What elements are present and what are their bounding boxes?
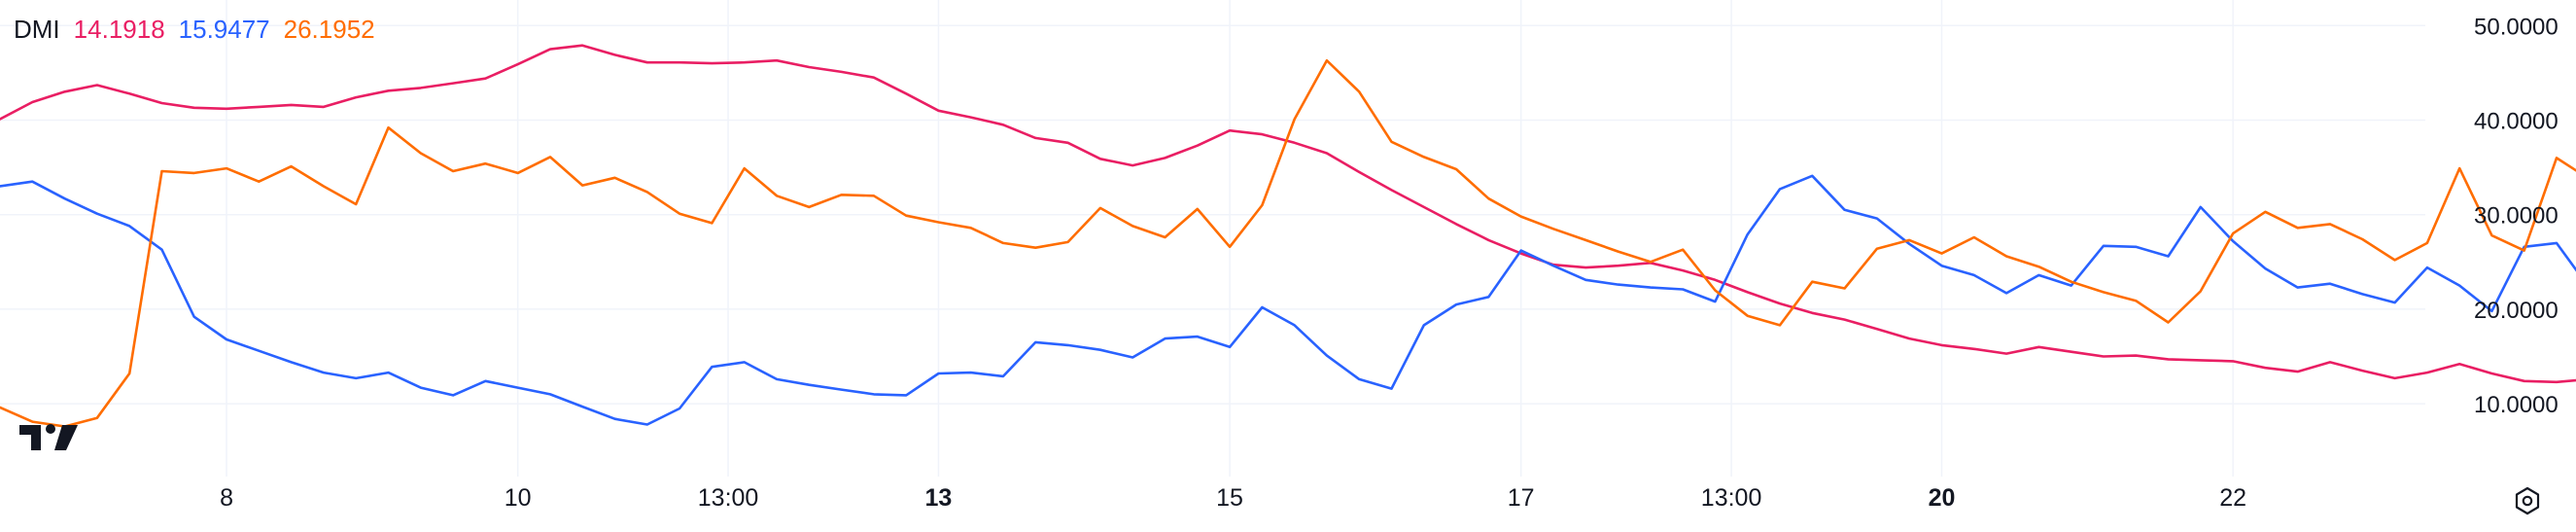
x-tick-label: 13:00 [1701,484,1762,512]
y-axis: 10.0000 20.0000 30.0000 40.0000 50.0000 [2474,14,2559,418]
legend-value-plus-di: 15.9477 [178,15,270,44]
x-tick-label: 13 [925,484,953,512]
x-tick-label: 8 [220,484,233,512]
x-tick-label: 13:00 [698,484,759,512]
y-tick-label: 40.0000 [2474,108,2559,134]
tradingview-logo-icon[interactable] [19,421,80,452]
settings-hexagon-icon[interactable] [2513,486,2542,515]
series-line-0 [0,44,2576,384]
y-tick-label: 50.0000 [2474,14,2559,40]
x-axis: 8 10 13:00 13 15 17 13:00 20 22 [220,484,2246,512]
series-line-1 [0,174,2576,426]
grid-layer [0,0,2425,477]
legend-value-adx: 14.1918 [73,15,165,44]
x-tick-label: 22 [2219,484,2246,512]
y-tick-label: 30.0000 [2474,203,2559,230]
y-tick-label: 20.0000 [2474,298,2559,324]
series-layer [0,44,2576,428]
x-tick-label: 15 [1216,484,1243,512]
legend-value-minus-di: 26.1952 [283,15,375,44]
x-tick-label: 20 [1929,484,1956,512]
x-tick-label: 17 [1508,484,1535,512]
indicator-legend: DMI 14.1918 15.9477 26.1952 [14,14,375,45]
series-line-2 [0,58,2576,428]
y-tick-label: 10.0000 [2474,392,2559,418]
x-tick-label: 10 [505,484,532,512]
indicator-name: DMI [14,15,60,44]
